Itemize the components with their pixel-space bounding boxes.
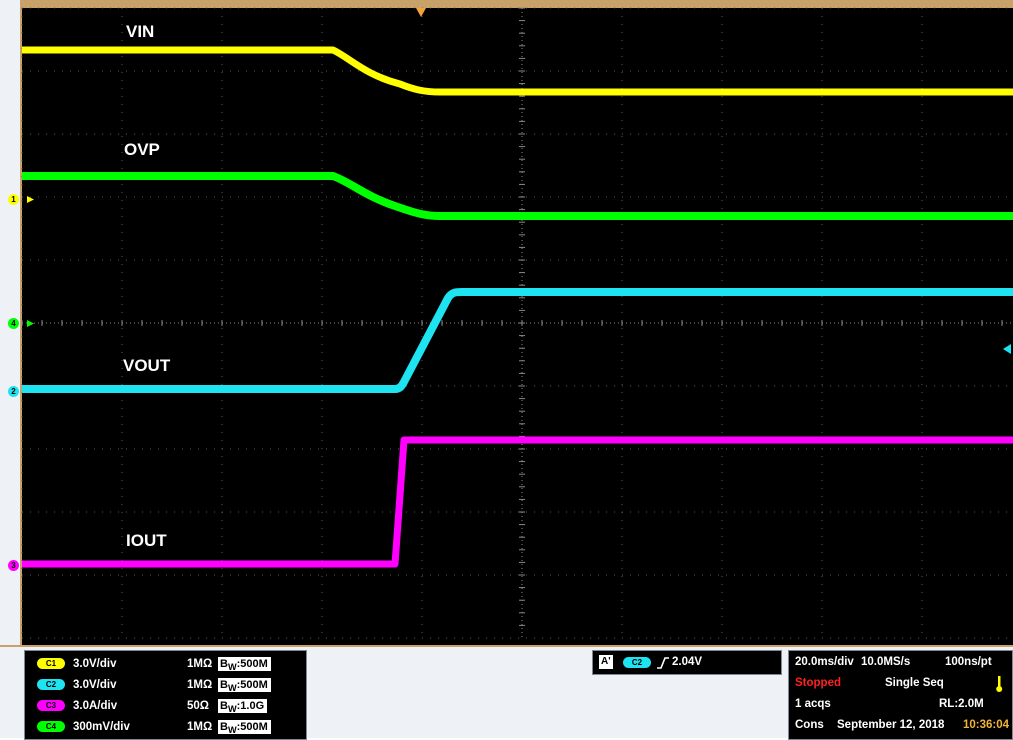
channel-row-3[interactable]: C3 3.0A/div 50Ω BW:1.0G xyxy=(25,697,308,715)
ch1-impedance: 1MΩ xyxy=(187,658,213,670)
trigger-panel[interactable]: A' C2 2.04V xyxy=(592,650,782,675)
trigger-level: 2.04V xyxy=(672,656,703,668)
ch2-bandwidth: BW:500M xyxy=(218,678,271,694)
vout-trace xyxy=(22,288,1013,393)
ch1-scale: 3.0V/div xyxy=(73,658,117,670)
ch2-ground-marker[interactable]: 2 xyxy=(8,386,19,397)
timebase-panel[interactable]: 20.0ms/div 10.0MS/s 100ns/pt Stopped Sin… xyxy=(788,650,1013,740)
ch4-badge[interactable]: C4 xyxy=(37,721,65,732)
vout-label: VOUT xyxy=(123,356,171,375)
acquisition-mode: Single Seq xyxy=(885,677,944,689)
bw-prefix: B xyxy=(220,700,228,712)
vin-label: VIN xyxy=(126,22,155,41)
record-length: RL:2.0M xyxy=(939,698,984,710)
ch3-scale: 3.0A/div xyxy=(73,700,118,712)
channel-row-2[interactable]: C2 3.0V/div 1MΩ BW:500M xyxy=(25,676,308,694)
bw-prefix: B xyxy=(220,658,228,670)
trigger-source-badge: C2 xyxy=(623,657,651,668)
bw-sub: W xyxy=(227,725,237,736)
iout-waveform xyxy=(22,436,1013,568)
ch4-bandwidth: BW:500M xyxy=(218,720,271,736)
ch2-bw-value: 500M xyxy=(240,679,268,691)
ch2-impedance: 1MΩ xyxy=(187,679,213,691)
trigger-level-icon xyxy=(1003,344,1011,354)
trigger-status-icon xyxy=(996,676,1003,692)
ch4-marker-arrow-icon xyxy=(27,320,34,327)
capture-date: September 12, 2018 xyxy=(837,719,945,731)
iout-label: IOUT xyxy=(126,531,167,550)
ch1-ground-marker[interactable]: 1 xyxy=(8,194,19,205)
ch1-bw-value: 500M xyxy=(240,658,268,670)
ovp-trace xyxy=(22,172,1013,220)
vin-waveform xyxy=(22,46,1013,96)
trigger-position-icon xyxy=(416,8,426,17)
ch1-badge[interactable]: C1 xyxy=(37,658,65,669)
ch4-ground-marker[interactable]: 4 xyxy=(8,318,19,329)
channel-row-1[interactable]: C1 3.0V/div 1MΩ BW:500M xyxy=(25,655,308,673)
iout-trace xyxy=(22,436,1013,568)
acquisition-state: Stopped xyxy=(795,677,841,689)
channel-row-4[interactable]: C4 300mV/div 1MΩ BW:500M xyxy=(25,718,308,736)
horizontal-scale: 20.0ms/div xyxy=(795,656,854,668)
ch3-badge[interactable]: C3 xyxy=(37,700,65,711)
time-resolution: 100ns/pt xyxy=(945,656,992,668)
sample-rate: 10.0MS/s xyxy=(861,656,911,668)
bw-sub: W xyxy=(227,683,237,694)
acquisition-count: 1 acqs xyxy=(795,698,831,710)
ch4-impedance: 1MΩ xyxy=(187,721,213,733)
ch3-impedance: 50Ω xyxy=(187,700,210,712)
top-frame-bar xyxy=(20,0,1013,8)
ch3-bw-value: 1.0G xyxy=(240,700,265,712)
bw-prefix: B xyxy=(220,679,228,691)
ch1-bandwidth: BW:500M xyxy=(218,657,271,673)
bw-prefix: B xyxy=(220,721,228,733)
capture-time: 10:36:04 xyxy=(963,719,1010,731)
marker-arrows xyxy=(27,196,34,327)
trigger-badge: A' xyxy=(599,655,613,669)
bw-sub: W xyxy=(227,704,237,715)
ch4-scale: 300mV/div xyxy=(73,721,130,733)
ovp-waveform xyxy=(22,172,1013,220)
ch3-bandwidth: BW:1.0G xyxy=(218,699,268,715)
ovp-label: OVP xyxy=(124,140,160,159)
vout-waveform xyxy=(22,288,1013,393)
ch1-marker-arrow-icon xyxy=(27,196,34,203)
ch3-ground-marker[interactable]: 3 xyxy=(8,560,19,571)
cons-label: Cons xyxy=(795,719,824,731)
ch2-badge[interactable]: C2 xyxy=(37,679,65,690)
channel-settings-panel: C1 3.0V/div 1MΩ BW:500M C2 3.0V/div 1MΩ … xyxy=(24,650,307,740)
graticule xyxy=(21,7,1013,639)
status-bar: C1 3.0V/div 1MΩ BW:500M C2 3.0V/div 1MΩ … xyxy=(0,645,1013,740)
bw-sub: W xyxy=(227,662,237,673)
rising-edge-icon xyxy=(657,657,669,669)
waveform-display xyxy=(21,7,1013,639)
vin-trace xyxy=(22,46,1013,96)
ch4-bw-value: 500M xyxy=(240,721,268,733)
ch2-scale: 3.0V/div xyxy=(73,679,117,691)
